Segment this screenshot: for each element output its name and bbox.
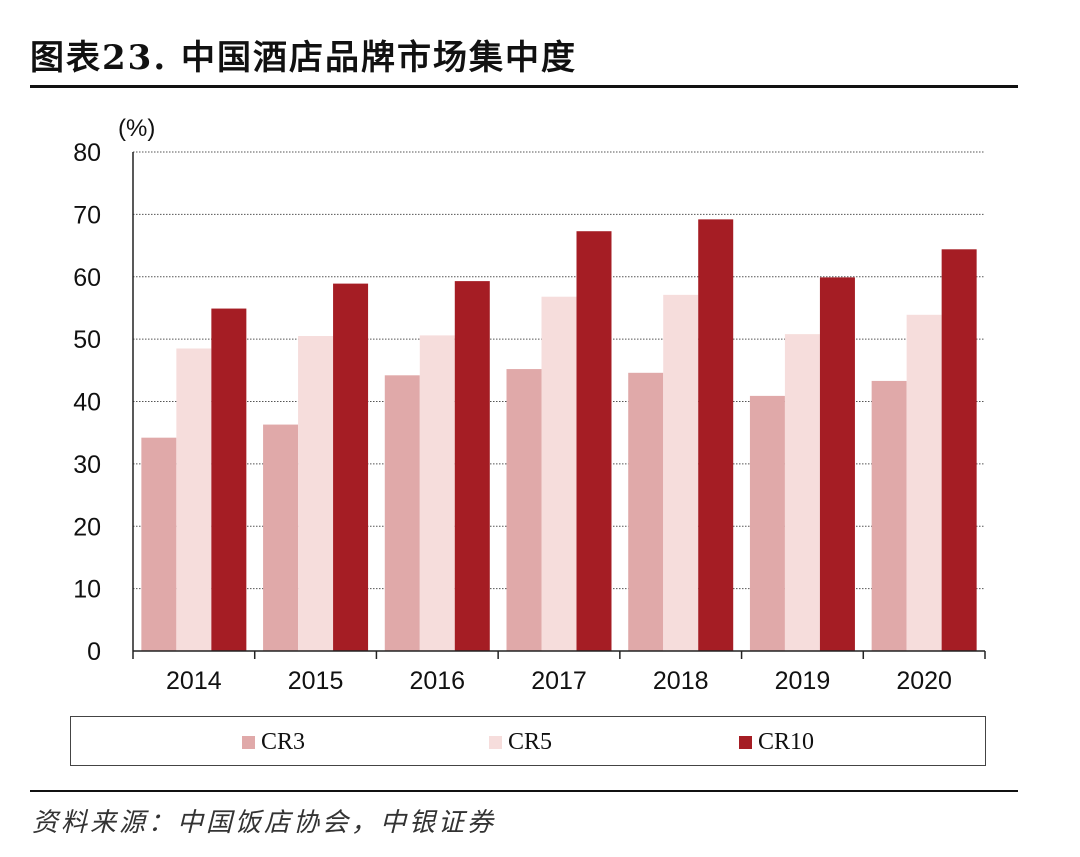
bar-cr3-2018 [628, 372, 664, 651]
bar-cr5-2014 [176, 348, 212, 651]
x-tick-label-2015: 2015 [288, 667, 344, 695]
bar-cr10-2020 [941, 249, 977, 651]
x-tick-label-2020: 2020 [896, 667, 952, 695]
bar-cr3-2017 [506, 369, 542, 651]
source-note: 资料来源：中国饭店协会，中银证券 [32, 808, 497, 838]
y-axis-unit-label: (%) [118, 115, 156, 142]
bars [141, 219, 977, 652]
x-tick-label-2018: 2018 [653, 667, 709, 695]
legend-item-cr3: CR3 [242, 729, 305, 756]
bar-cr5-2020 [906, 314, 942, 651]
y-tick-label-20: 20 [73, 513, 101, 541]
bar-cr10-2018 [698, 219, 734, 652]
y-tick-label-30: 30 [73, 451, 101, 479]
y-tick-label-40: 40 [73, 389, 101, 417]
bar-cr10-2015 [333, 283, 369, 651]
page-title: 图表23. 中国酒店品牌市场集中度 [30, 38, 577, 78]
legend-swatch-cr3 [242, 736, 255, 749]
axes: 0 10 20 30 40 50 60 70 80 2014 2015 2016 2017 2018 201… [73, 139, 986, 695]
x-tick-label-2019: 2019 [775, 667, 831, 695]
y-tick-label-50: 50 [73, 326, 101, 354]
legend-item-cr10: CR10 [739, 729, 814, 756]
legend-label-cr3: CR3 [261, 729, 306, 755]
legend: CR3 CR5 CR10 [70, 716, 986, 766]
bar-cr10-2014 [211, 308, 247, 651]
bar-cr10-2019 [819, 277, 855, 651]
bar-cr5-2019 [784, 334, 820, 651]
y-tick-label-70: 70 [73, 201, 101, 229]
y-tick-label-10: 10 [73, 576, 101, 604]
bar-cr5-2015 [298, 336, 334, 651]
x-tick-label-2014: 2014 [166, 667, 222, 695]
bar-chart: 0 10 20 30 40 50 60 70 80 2014 2015 2016 2017 2018 201… [73, 139, 986, 695]
bar-cr5-2017 [541, 296, 577, 651]
x-tick-label-2017: 2017 [531, 667, 587, 695]
bar-cr3-2014 [141, 437, 177, 651]
y-tick-label-60: 60 [73, 264, 101, 292]
y-tick-label-80: 80 [73, 139, 101, 167]
legend-swatch-cr5 [489, 736, 502, 749]
title-divider [30, 85, 1018, 88]
x-tick-label-2016: 2016 [409, 667, 465, 695]
bar-cr10-2016 [454, 281, 490, 651]
bar-cr3-2015 [263, 424, 299, 651]
legend-swatch-cr10 [739, 736, 752, 749]
bar-cr3-2019 [749, 395, 785, 651]
y-tick-label-0: 0 [87, 638, 101, 666]
footer-divider [30, 790, 1018, 792]
legend-item-cr5: CR5 [489, 729, 552, 756]
bar-cr5-2016 [419, 335, 455, 651]
bar-cr5-2018 [663, 294, 699, 651]
legend-label-cr10: CR10 [758, 729, 815, 755]
bar-cr10-2017 [576, 231, 612, 651]
legend-label-cr5: CR5 [508, 729, 553, 755]
bar-cr3-2016 [384, 375, 420, 651]
bar-cr3-2020 [871, 380, 907, 651]
